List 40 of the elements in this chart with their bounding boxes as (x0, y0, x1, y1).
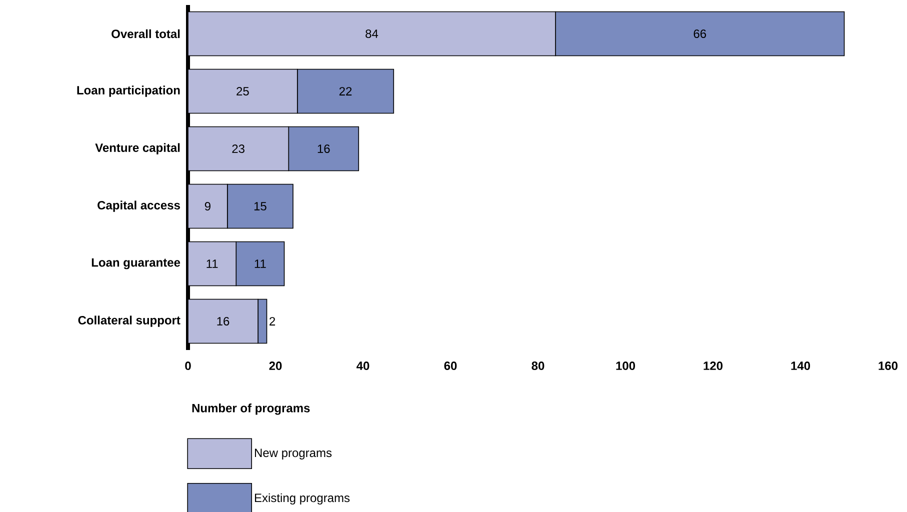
bar (188, 298, 258, 344)
data-label: 66 (694, 30, 706, 38)
bar (188, 184, 228, 229)
y-tick-label: Overall total (112, 29, 180, 38)
x-tick-label: 60 (444, 362, 457, 370)
bar (236, 241, 285, 286)
bar (188, 11, 556, 56)
y-tick-label: Collateral support (78, 316, 180, 327)
data-label: 84 (366, 30, 378, 38)
x-tick-label: 40 (356, 362, 370, 370)
bar (188, 241, 237, 286)
bar (296, 68, 394, 114)
y-tick-label: Loan participation (77, 86, 180, 97)
bar (226, 184, 294, 229)
y-tick-label: Capital access (98, 200, 180, 212)
data-label: 16 (318, 144, 330, 153)
x-tick-label: 0 (185, 362, 191, 370)
x-tick-label: 120 (704, 362, 723, 370)
data-label: 22 (339, 87, 352, 96)
x-tick-label: 20 (269, 362, 282, 370)
bar (188, 68, 298, 114)
data-label: 9 (204, 202, 210, 210)
data-label: 16 (217, 317, 230, 326)
x-tick-label: 140 (791, 362, 810, 370)
x-tick-label: 80 (532, 362, 544, 370)
data-label: 2 (270, 317, 276, 326)
data-label: 15 (254, 202, 266, 210)
data-label: 25 (236, 87, 249, 96)
y-tick-label: Venture capital (95, 143, 180, 154)
text: New programs (254, 448, 332, 460)
data-label: 11 (206, 260, 218, 268)
data-label: 11 (254, 260, 266, 268)
x-tick-label: 100 (616, 362, 636, 370)
text: Existing programs (254, 493, 350, 504)
x-axis-title: Number of programs (192, 404, 310, 415)
bar (288, 126, 360, 172)
y-tick-label: Loan guarantee (92, 258, 180, 270)
x-tick-label: 160 (878, 362, 898, 370)
bar (188, 126, 290, 172)
data-label: 23 (232, 144, 244, 153)
